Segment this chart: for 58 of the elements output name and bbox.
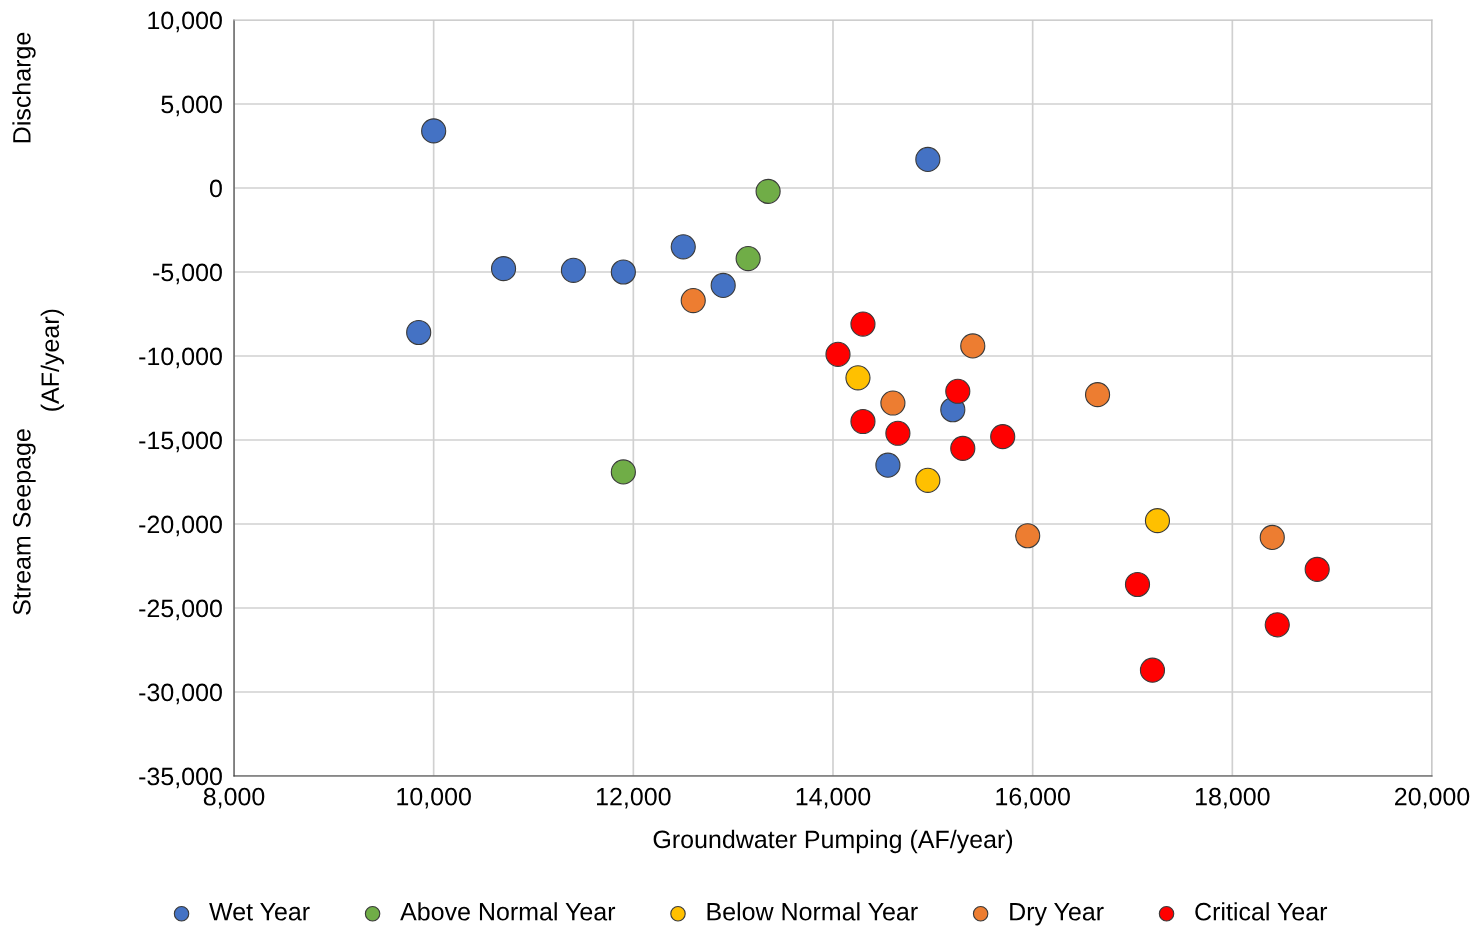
point <box>845 365 871 391</box>
point <box>885 420 911 446</box>
point <box>755 178 781 204</box>
point <box>850 408 876 435</box>
point <box>960 333 986 359</box>
x-tick-label: 10,000 <box>397 787 471 809</box>
x-tick-label: 12,000 <box>597 787 671 809</box>
point <box>610 459 636 485</box>
point <box>1124 571 1151 598</box>
point <box>670 234 696 260</box>
point <box>490 256 517 282</box>
point <box>735 245 761 272</box>
point <box>1144 508 1171 534</box>
y-tick-label: 10,000 <box>148 11 222 33</box>
point <box>1264 612 1290 638</box>
legend-label: Critical Year <box>1195 902 1328 921</box>
text: Stream Seepage <box>13 429 36 615</box>
point <box>421 118 447 144</box>
point <box>710 272 736 299</box>
point <box>850 311 876 337</box>
point <box>950 435 976 461</box>
x-tick-label: 20,000 <box>1395 787 1470 809</box>
point <box>1304 556 1330 582</box>
y-tick-label: -25,000 <box>139 599 222 621</box>
point <box>880 390 906 416</box>
x-tick-label: 16,000 <box>996 787 1070 809</box>
legend-label: Wet Year <box>209 903 310 921</box>
y-axis-title: (AF/year) <box>40 309 64 411</box>
legend-label: Below Normal Year <box>707 902 918 921</box>
point <box>610 259 636 285</box>
text: Discharge <box>12 32 36 143</box>
point <box>406 319 432 346</box>
y-tick-label: -35,000 <box>139 767 222 789</box>
y-tick-label: -10,000 <box>139 347 222 369</box>
y-tick-label: 0 <box>209 179 222 198</box>
y-tick-label: -30,000 <box>139 683 222 705</box>
point <box>990 424 1016 450</box>
legend-label: Above Normal Year <box>400 902 616 921</box>
x-tick-label: 18,000 <box>1196 787 1270 809</box>
y-tick-label: -15,000 <box>139 431 222 453</box>
point <box>945 378 971 404</box>
x-tick-label: 14,000 <box>796 787 871 809</box>
point <box>915 146 941 173</box>
y-tick-label: -20,000 <box>139 515 222 537</box>
legend-label: Dry Year <box>1010 903 1104 926</box>
point <box>1139 657 1166 683</box>
point <box>560 257 587 283</box>
point <box>915 467 941 493</box>
point <box>1015 523 1041 549</box>
x-tick-label: 8,000 <box>203 787 265 809</box>
y-tick-label: -5,000 <box>153 263 222 285</box>
point <box>825 341 851 367</box>
point <box>680 287 706 314</box>
point <box>875 452 901 478</box>
x-axis-title: Groundwater Pumping (AF/year) <box>653 829 1013 854</box>
y-tick-label: 5,000 <box>161 95 222 117</box>
point <box>1084 382 1111 408</box>
point <box>1259 524 1285 551</box>
